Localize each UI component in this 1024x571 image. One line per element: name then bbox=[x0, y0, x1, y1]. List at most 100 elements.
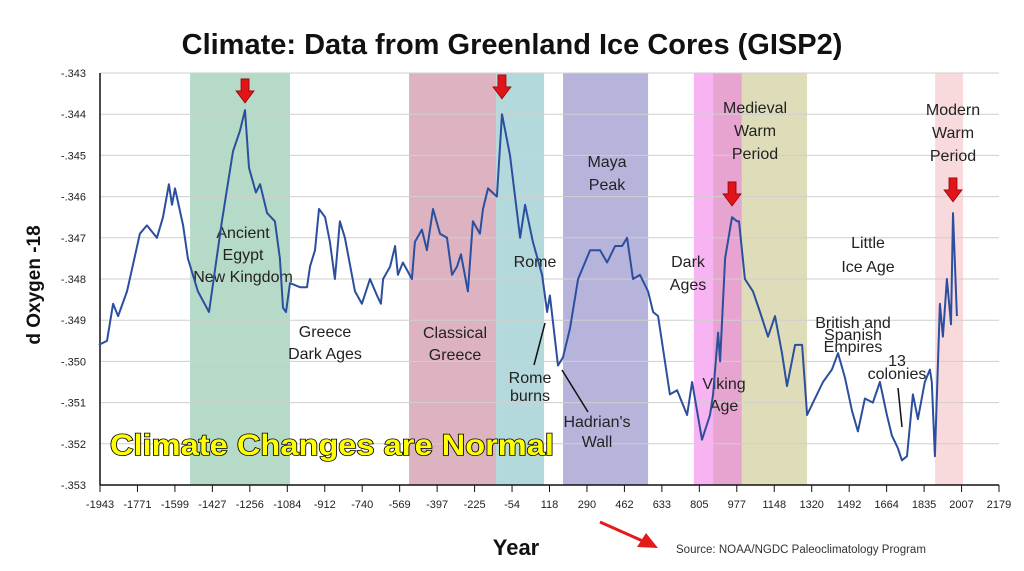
annotation-line: Little bbox=[851, 235, 885, 252]
y-tick-label: -.343 bbox=[61, 68, 86, 80]
x-tick-label: -1427 bbox=[198, 499, 226, 511]
red-arrow-icon bbox=[722, 181, 742, 207]
y-axis-label: d Oxygen -18 bbox=[24, 225, 45, 344]
annotation-line: Warm bbox=[932, 125, 974, 142]
annotation-line: Greece bbox=[299, 324, 352, 341]
leader-line bbox=[897, 387, 903, 428]
red-arrow-icon bbox=[943, 177, 963, 203]
y-tick-label: -.344 bbox=[61, 109, 86, 121]
x-tick-label: 2007 bbox=[949, 499, 973, 511]
annotation-label: Little Ice Age bbox=[841, 235, 894, 276]
annotation-line: Spanish bbox=[824, 327, 882, 344]
annotation-line: Peak bbox=[589, 177, 626, 194]
x-tick-label: 1320 bbox=[799, 499, 823, 511]
x-tick-label: 977 bbox=[728, 499, 746, 511]
overlay-slogan: Climate Changes are Normal bbox=[110, 429, 554, 462]
annotation-line: Wall bbox=[582, 434, 613, 451]
annotations: Ancient Egypt New Kingdom Greece Dark Ages Cl… bbox=[193, 100, 980, 451]
source-note: Source: NOAA/NGDC Paleoclimatology Progr… bbox=[676, 544, 926, 556]
y-tick-label: -.351 bbox=[61, 398, 86, 410]
annotation-label: Dark Ages bbox=[670, 254, 706, 294]
annotation-label: Rome burns bbox=[509, 370, 552, 405]
x-tick-label: -397 bbox=[426, 499, 448, 511]
y-tick-label: -.349 bbox=[61, 315, 86, 327]
leader-line bbox=[533, 322, 546, 366]
x-tick-label: -1771 bbox=[123, 499, 151, 511]
axes: -.343 -.344 -.345 -.346 -.347 -.348 -.349 -.350… bbox=[61, 68, 1011, 511]
series-line bbox=[98, 109, 958, 462]
annotation-label: Greece Dark Ages bbox=[288, 324, 362, 363]
annotation-line: Rome bbox=[509, 370, 552, 387]
x-tick-label: -1599 bbox=[161, 499, 189, 511]
x-tick-label: -740 bbox=[351, 499, 373, 511]
x-tick-label: -1256 bbox=[236, 499, 264, 511]
x-tick-label: 1835 bbox=[912, 499, 936, 511]
x-tick-label: 1148 bbox=[762, 499, 786, 511]
source-arrow bbox=[599, 520, 658, 548]
annotation-line: Dark Ages bbox=[288, 346, 362, 363]
annotation-line: burns bbox=[510, 388, 550, 405]
x-axis-label: Year bbox=[493, 535, 540, 560]
annotation-line: Empires bbox=[824, 339, 883, 356]
x-tick-label: 118 bbox=[541, 499, 559, 511]
annotation-line: Egypt bbox=[223, 247, 264, 264]
x-tick-label: -225 bbox=[464, 499, 486, 511]
annotation-label: British and Spanish Empires bbox=[815, 315, 891, 356]
x-tick-label: 1492 bbox=[837, 499, 861, 511]
x-tick-label: -1084 bbox=[273, 499, 301, 511]
series-layer bbox=[98, 109, 958, 462]
x-tick-label: -569 bbox=[389, 499, 411, 511]
annotation-label: Classical Greece bbox=[423, 325, 487, 364]
leader-line bbox=[561, 369, 589, 413]
annotation-line: British and bbox=[815, 315, 891, 332]
annotation-line: Period bbox=[732, 146, 778, 163]
annotation-line: Period bbox=[930, 148, 976, 165]
annotation-line: colonies bbox=[868, 366, 927, 383]
annotation-line: Classical bbox=[423, 325, 487, 342]
x-tick-label: 462 bbox=[615, 499, 633, 511]
annotation-line: Viking bbox=[702, 376, 745, 393]
annotation-line: Warm bbox=[734, 123, 776, 140]
annotation-line: Dark bbox=[671, 254, 706, 271]
annotation-line: Ancient bbox=[216, 225, 270, 242]
annotation-label: Medieval Warm Period bbox=[723, 100, 787, 163]
annotation-label: Ancient Egypt New Kingdom bbox=[193, 225, 293, 286]
annotation-line: 13 bbox=[888, 353, 906, 370]
y-tick-label: -.348 bbox=[61, 274, 86, 286]
x-tick-label: 805 bbox=[690, 499, 708, 511]
y-tick-label: -.352 bbox=[61, 439, 86, 451]
gridlines bbox=[100, 72, 999, 445]
annotation-label: Rome bbox=[514, 254, 557, 271]
annotation-line: Greece bbox=[429, 347, 482, 364]
y-tick-label: -.345 bbox=[61, 150, 86, 162]
peak-arrows bbox=[235, 74, 963, 207]
red-arrow-icon bbox=[235, 78, 255, 104]
annotation-line: Ice Age bbox=[841, 259, 894, 276]
annotation-line: Rome bbox=[514, 254, 557, 271]
x-tick-label: 290 bbox=[578, 499, 596, 511]
annotation-label: Hadrian's Wall bbox=[563, 414, 630, 451]
y-tick-label: -.353 bbox=[61, 480, 86, 492]
red-arrow-icon bbox=[492, 74, 512, 100]
annotation-line: Ages bbox=[670, 277, 706, 294]
annotation-line: Hadrian's bbox=[563, 414, 630, 431]
annotation-line: New Kingdom bbox=[193, 269, 293, 286]
annotation-line: Medieval bbox=[723, 100, 787, 117]
annotation-label: Modern Warm Period bbox=[926, 102, 980, 165]
chart-title: Climate: Data from Greenland Ice Cores (… bbox=[182, 29, 843, 61]
y-tick-label: -.350 bbox=[61, 356, 86, 368]
y-tick-label: -.346 bbox=[61, 192, 86, 204]
x-tick-label: 1664 bbox=[874, 499, 898, 511]
x-tick-label: -912 bbox=[314, 499, 336, 511]
annotation-label: Maya Peak bbox=[587, 154, 626, 194]
annotation-line: Age bbox=[710, 398, 739, 415]
x-tick-label: -1943 bbox=[86, 499, 114, 511]
y-tick-label: -.347 bbox=[61, 233, 86, 245]
annotation-label: 13 colonies bbox=[868, 353, 927, 383]
annotation-line: Maya bbox=[587, 154, 626, 171]
x-tick-label: -54 bbox=[504, 499, 520, 511]
annotation-line: Modern bbox=[926, 102, 980, 119]
x-tick-label: 633 bbox=[653, 499, 671, 511]
x-tick-label: 2179 bbox=[987, 499, 1011, 511]
